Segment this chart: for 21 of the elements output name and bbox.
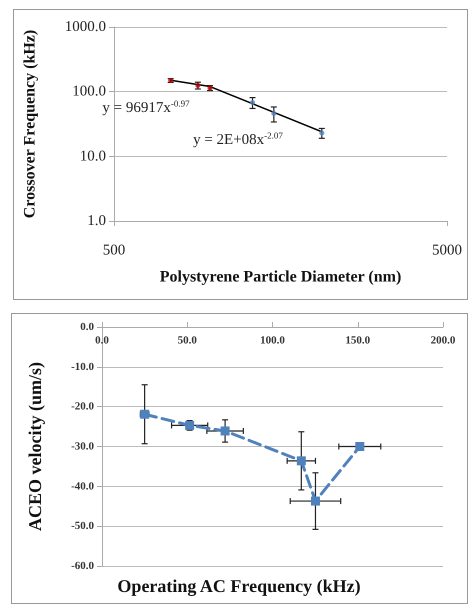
y-tick-label: -50.0 [71,520,94,532]
y-tick-label: -10.0 [71,360,94,373]
y-tick-label: 100.0 [72,84,106,100]
y-tick-label: -30.0 [71,440,94,452]
x-tick-label: 100.0 [260,334,286,346]
x-axis-title: Polystyrene Particle Diameter (nm) [160,268,402,286]
y-axis-title: Crossover Frequency (kHz) [22,30,38,218]
y-tick-label: 10.0 [80,148,106,164]
x-tick-label: 50.0 [178,334,198,346]
x-tick-label: 5000 [432,242,462,258]
x-tick-label: 150.0 [345,334,371,346]
y-tick-label: 1000.0 [64,19,106,35]
y-tick-label: 0.0 [80,321,94,333]
x-tick-label: 500 [102,242,126,258]
y-tick-label: -60.0 [71,560,94,572]
y-axis-title: ACEO velocity (um/s) [25,362,45,531]
y-tick-label: 1.0 [87,213,106,229]
x-tick-label: 200.0 [430,334,456,346]
y-tick-label: -20.0 [71,400,94,413]
x-axis-title: Operating AC Frequency (kHz) [117,576,361,596]
y-tick-label: -40.0 [71,480,94,492]
